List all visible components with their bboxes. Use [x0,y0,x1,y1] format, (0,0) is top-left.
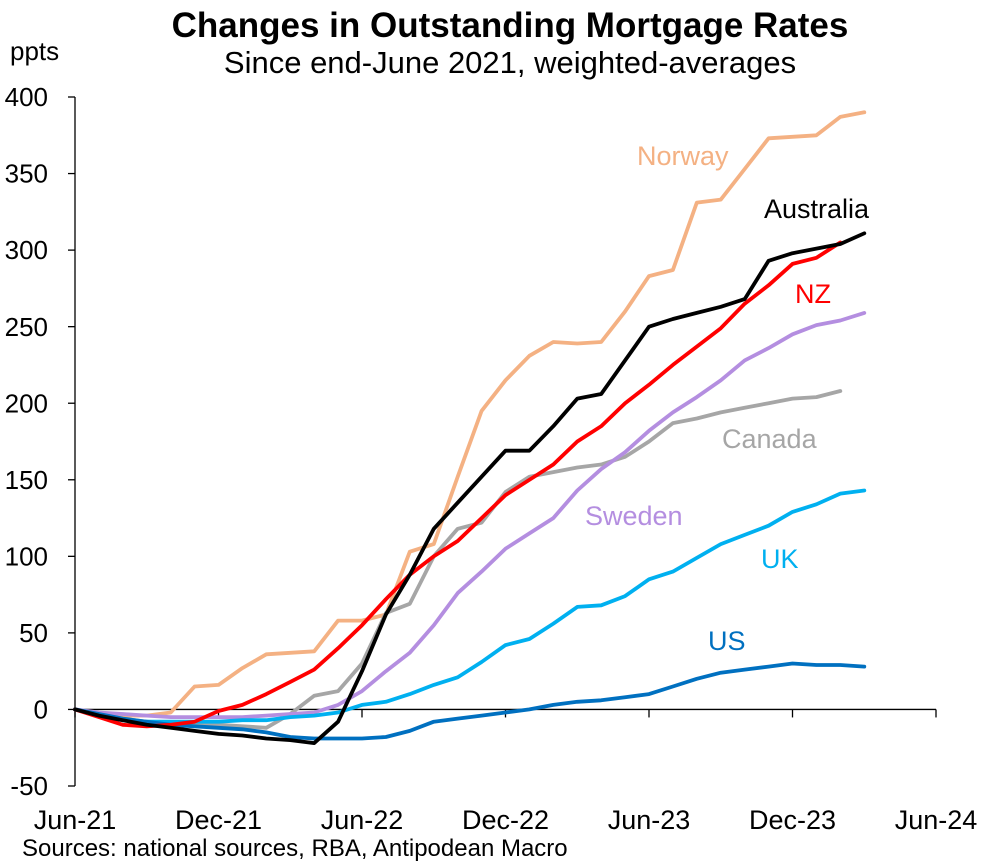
y-tick-label: 100 [5,541,48,571]
x-tick-label: Jun-22 [321,805,404,835]
series-line-sweden [73,310,867,719]
series-line-australia [73,231,867,745]
x-tick-label: Dec-23 [749,805,836,835]
series-label-us: US [708,626,746,656]
source-note: Sources: national sources, RBA, Antipode… [22,835,568,862]
series-line-norway [73,110,867,718]
x-tick-label: Jun-21 [34,805,117,835]
series-label-nz: NZ [795,279,831,309]
x-tick-label: Dec-21 [175,805,262,835]
series-line-nz [73,240,843,729]
y-tick-label: -50 [10,771,48,801]
axes: 400 350 300 250 200 150 100 50 0 -50 Jun-21 Dec-21 J… [5,82,978,835]
y-tick-label: 350 [5,159,48,189]
y-tick-label: 400 [5,82,48,112]
series-label-australia: Australia [764,194,870,224]
series-line-us [73,661,867,741]
series-label-uk: UK [761,544,799,574]
series-lines [73,110,867,745]
y-tick-label: 250 [5,312,48,342]
series-label-sweden: Sweden [585,501,683,531]
y-tick-label: 150 [5,465,48,495]
y-tick-label: 0 [34,695,48,725]
chart-subtitle: Since end-June 2021, weighted-averages [224,45,796,80]
x-tick-label: Jun-23 [608,805,691,835]
series-line-canada [73,389,843,730]
chart-title: Changes in Outstanding Mortgage Rates [172,6,849,45]
series-label-canada: Canada [722,424,818,454]
y-tick-label: 50 [19,618,48,648]
y-axis-label: ppts [10,36,59,66]
series-label-norway: Norway [637,141,729,171]
x-tick-label: Jun-24 [895,805,978,835]
x-tick-label: Dec-22 [462,805,549,835]
y-tick-label: 300 [5,235,48,265]
series-line-uk [73,488,867,724]
series-labels: Norway Australia NZ Sweden Canada UK US [585,141,870,656]
y-tick-label: 200 [5,388,48,418]
